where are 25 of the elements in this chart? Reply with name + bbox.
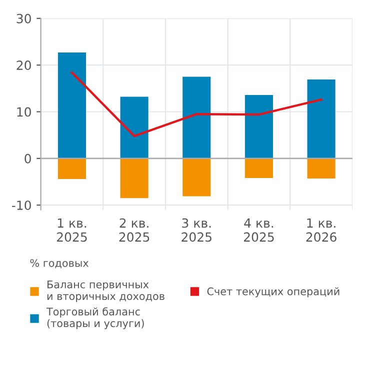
bar [120,96,148,158]
bar [120,158,148,198]
y-tick-label: 0 [24,154,31,164]
y-tick-label: 20 [16,60,31,70]
x-tick-label: 3 кв. 2025 [182,218,212,242]
legend-label: Баланс первичных и вторичных доходов [47,280,164,302]
y-tick-label: 10 [17,107,31,117]
x-tick-label: 4 кв. 2025 [244,218,274,242]
text: % годовых [30,259,88,268]
legend-label: Торговый баланс (товары и услуги) [46,307,144,330]
bar [58,158,86,179]
legend-label: Счет текущих операций [207,287,340,298]
bar [244,158,273,178]
y-tick-label: -10 [12,200,31,210]
bar [182,76,211,158]
line-series [70,71,322,138]
bar [244,94,273,158]
bar [307,158,336,178]
bar [58,52,86,158]
x-tick-label: 1 кв. 2026 [306,218,336,242]
x-tick-label: 2 кв. 2025 [119,218,150,242]
x-tick-label: 1 кв. 2025 [56,218,87,242]
y-tick-label: 30 [16,14,31,24]
bar [182,158,211,196]
bar [307,80,336,158]
